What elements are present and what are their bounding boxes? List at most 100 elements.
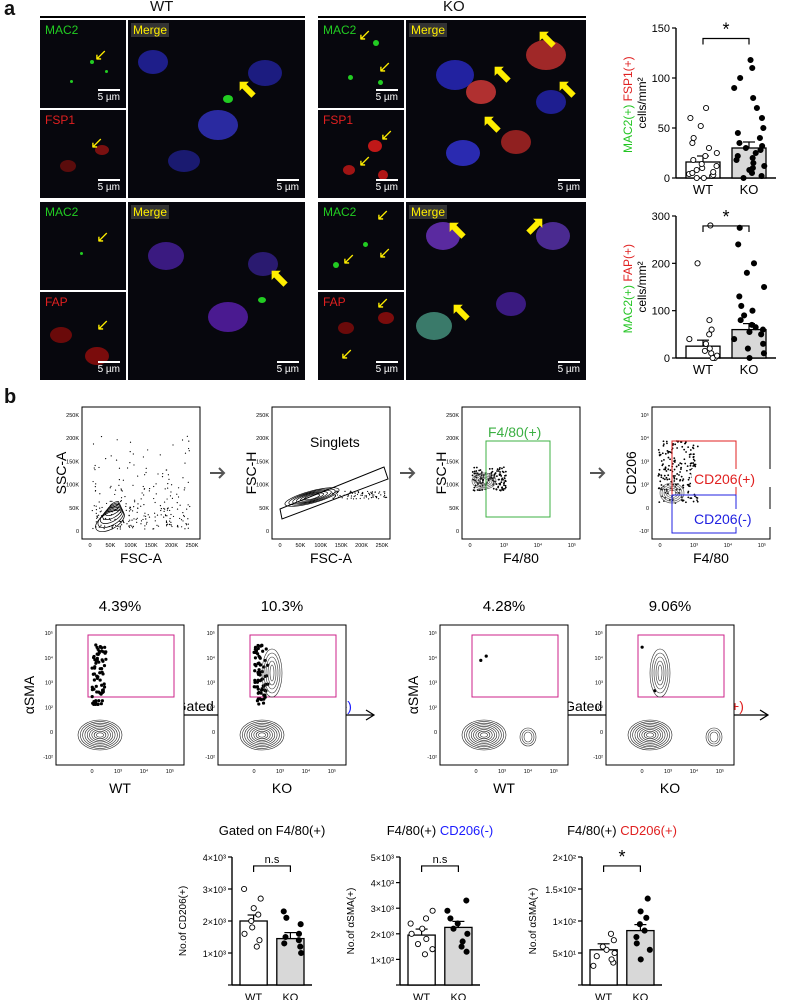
data-point: [758, 172, 765, 180]
event-dot: [502, 466, 505, 469]
event-dot: [126, 523, 128, 525]
event-dot: [140, 505, 142, 507]
event-dot: [98, 466, 100, 469]
fap-bar-chart: 0 100 200 300 WT KO * MAC2(+) FAP(+) cells/mm²: [621, 207, 776, 377]
y-tick-label: 50K: [259, 506, 269, 512]
event-dot: [682, 478, 685, 480]
y-tick-label: 10²: [641, 483, 649, 489]
event-dot: [253, 645, 258, 649]
event-dot: [177, 524, 179, 527]
y-tick-label: 250K: [66, 413, 79, 419]
event-dot: [92, 678, 96, 682]
event-dot: [689, 464, 692, 467]
event-dot: [170, 521, 172, 523]
scale-bar: 5 µm: [558, 179, 580, 193]
event-dot: [260, 677, 264, 681]
event-dot: [502, 488, 504, 490]
x-tick-label: WT: [413, 992, 430, 1000]
event-dot: [256, 697, 260, 701]
x-tick-label: 10³: [114, 769, 122, 775]
y-tick-label: 1×10²: [553, 917, 576, 927]
event-dot: [179, 504, 181, 506]
event-dot: [145, 471, 147, 474]
contour-line: [288, 488, 336, 506]
event-dot: [371, 492, 373, 494]
event-dot: [176, 502, 178, 504]
contour-line: [258, 732, 266, 738]
event-dot: [136, 517, 138, 519]
x-axis-label: FSC-A: [310, 550, 353, 566]
data-point: [697, 122, 704, 130]
y-axis-label-part: No.of CD206(+): [178, 886, 189, 956]
event-dot: [501, 486, 504, 489]
y-axis-label: No.of CD206(+): [178, 886, 189, 956]
event-dot: [167, 487, 169, 489]
event-dot: [185, 522, 187, 525]
x-tick-label: 10⁵: [328, 768, 336, 775]
event-dot: [182, 512, 184, 514]
event-dot: [90, 688, 95, 692]
x-tick-label: 0: [474, 769, 477, 775]
event-dot: [673, 480, 676, 482]
contour-line: [466, 722, 502, 748]
significance-label: n.s: [433, 854, 448, 866]
event-dot: [105, 502, 108, 505]
contour-line: [653, 656, 667, 690]
event-dot: [678, 474, 680, 476]
x-axis-label: F4/80: [693, 550, 729, 566]
event-dot: [100, 658, 104, 662]
data-point: [744, 345, 751, 352]
event-dot: [171, 497, 174, 499]
event-dot: [93, 665, 97, 669]
data-point: [731, 84, 738, 92]
y-tick-label: 250K: [446, 413, 459, 419]
contour-line: [707, 729, 721, 745]
ko-merge-fap-image: Merge ⬉ ⬈ ⬉ 5 µm: [406, 202, 586, 380]
event-dot: [680, 466, 683, 469]
y-tick-label: 0: [50, 730, 53, 736]
event-dot: [333, 496, 336, 498]
event-dot: [657, 448, 660, 451]
contour-line: [639, 727, 661, 743]
x-tick-label: 10³: [498, 769, 506, 775]
event-dot: [95, 652, 99, 656]
event-dot: [114, 518, 116, 520]
yellow-arrow-icon: ↙: [376, 207, 390, 224]
event-dot: [471, 471, 474, 473]
event-dot: [685, 501, 687, 504]
group-label: KO: [660, 780, 680, 796]
event-dot: [101, 506, 103, 509]
event-dot: [119, 525, 121, 527]
event-dot: [137, 507, 139, 509]
event-dot: [675, 478, 678, 480]
event-dot: [679, 471, 681, 473]
yellow-arrow-icon: ⬉: [268, 262, 290, 292]
y-tick-label: 10⁴: [429, 655, 438, 662]
scale-bar: 5 µm: [98, 89, 120, 103]
contour-line: [284, 487, 340, 507]
data-point: [421, 951, 428, 958]
y-axis-label-part: No.of αSMA(+): [346, 888, 357, 955]
y-tick-label: 10³: [595, 681, 603, 687]
contour-line: [292, 489, 332, 505]
contour-line: [634, 724, 666, 746]
event-dot: [101, 688, 105, 692]
event-dot: [140, 520, 143, 522]
event-dot: [160, 509, 162, 512]
data-point: [758, 114, 766, 122]
event-dot: [496, 470, 498, 472]
gate-percentage: 9.06%: [649, 598, 692, 615]
data-point: [749, 307, 756, 314]
data-point: [450, 925, 457, 932]
x-tick-label: WT: [693, 182, 713, 197]
event-dot: [152, 528, 154, 530]
event-dot: [170, 513, 172, 516]
event-dot: [144, 528, 146, 530]
contour-line: [463, 721, 504, 749]
y-axis-label: FSC-H: [243, 452, 259, 495]
event-dot: [98, 501, 100, 503]
event-dot: [680, 468, 682, 470]
ko-mac2-image-2: MAC2 ↙ ↙ ↙: [318, 202, 404, 290]
contour-line: [261, 648, 283, 698]
significance-bracket: [603, 865, 641, 872]
